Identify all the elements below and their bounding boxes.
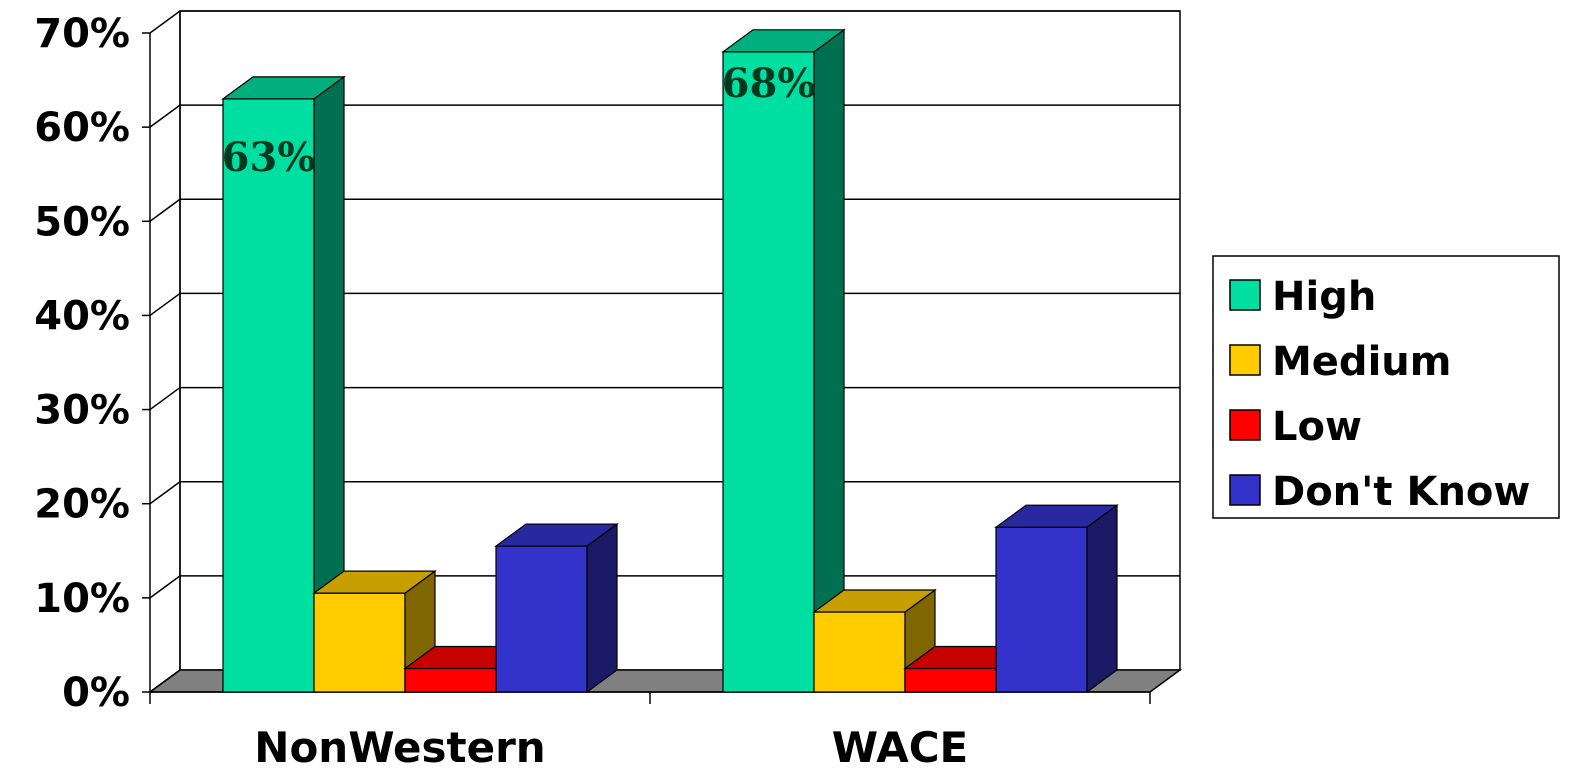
legend-swatch-don-t-know [1229,474,1261,506]
y-tick-label: 20% [34,482,130,528]
bar-nonwestern-medium-front [313,592,406,693]
category-labels: NonWestern WACE [254,723,968,772]
bar-wace-low-front [904,667,997,693]
bar-nonwestern-don-t-know-top [494,523,619,547]
y-tick-label: 40% [34,293,130,339]
bar-nonwestern-high [221,75,346,694]
legend-swatch-low [1229,409,1261,441]
bar-nonwestern-low-front [404,667,497,693]
data-label-wace-high: 68% [722,60,816,107]
y-tick-label: 50% [34,199,130,245]
legend-label-low: Low [1272,404,1362,450]
bar-nonwestern-don-t-know [494,522,619,694]
bar-nonwestern-don-t-know-front [495,545,588,693]
gridline-side [149,198,181,222]
bar-wace-don-t-know-side [1086,504,1118,694]
gridline-side [149,386,181,411]
bar-nonwestern-don-t-know-side [586,522,618,694]
legend-label-high: High [1272,274,1376,320]
bar-wace-don-t-know-front [995,526,1088,693]
legend-item-high: High [1229,274,1376,320]
bar-wace-high-front [722,51,815,693]
bar-nonwestern-medium [312,569,437,694]
bar-wace-high [721,28,846,694]
y-tick-label: 30% [34,388,130,434]
legend-swatch-high [1229,279,1261,311]
legend-item-don-t-know: Don't Know [1229,469,1530,515]
y-tick-label: 0% [62,670,130,716]
gridline-side [149,10,181,34]
bars [221,28,1119,694]
legend-item-low: Low [1229,404,1362,450]
data-label-nonwestern-high: 63% [222,134,316,181]
gridline-side [149,292,181,317]
y-tick-label: 10% [34,576,130,622]
gridline-side [149,575,181,599]
gridlines [149,10,1180,693]
data-labels: 63% 68% [222,60,816,181]
bar-wace-high-top [721,29,846,53]
bar-wace-medium-top [812,589,937,613]
category-label-wace: WACE [832,723,968,772]
y-tick-label: 70% [34,11,130,57]
legend-swatch-medium [1229,344,1261,376]
bar-wace-medium-front [813,611,906,693]
gridline-side [149,104,181,128]
legend-label-medium: Medium [1272,339,1451,385]
bar-nonwestern-high-front [222,98,315,693]
gridline-side [149,669,181,693]
legend-box [1212,255,1560,519]
bar-nonwestern-medium-top [312,570,437,594]
y-tick-labels: 0% 10% 20% 30% 40% 50% 60% 70% [34,11,130,716]
legend-item-medium: Medium [1229,339,1451,385]
gridline-side [149,481,181,505]
legend: High Medium Low Don't Know [1212,255,1560,519]
bar-wace-don-t-know-top [994,504,1119,528]
bar-wace-don-t-know [994,504,1119,694]
category-label-nonwestern: NonWestern [254,723,545,772]
legend-label-don-t-know: Don't Know [1272,469,1530,515]
y-tick-label: 60% [34,105,130,151]
bar-nonwestern-high-top [221,76,346,100]
